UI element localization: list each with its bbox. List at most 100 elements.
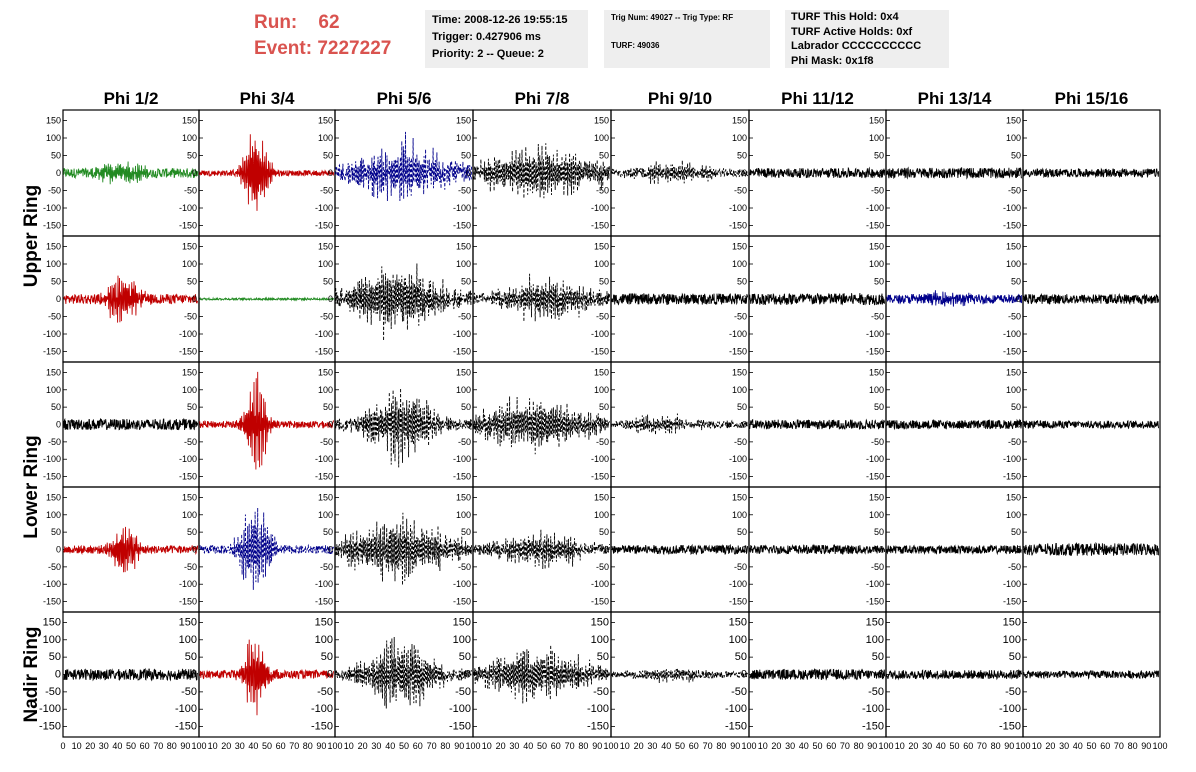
x-tick-label: 30 (99, 741, 109, 751)
y-tick-label: -50 (871, 186, 884, 196)
y-tick-label: 150 (182, 116, 197, 126)
y-tick-label: 0 (742, 294, 747, 304)
waveform-trace (886, 544, 1022, 556)
y-tick-label: -50 (871, 437, 884, 447)
y-tick-label: 100 (46, 510, 61, 520)
y-tick-label: 150 (318, 367, 333, 377)
event-value: 7227227 (317, 38, 392, 59)
y-tick-label: 100 (456, 385, 471, 395)
y-tick-label: 0 (603, 669, 609, 681)
y-tick-label: 150 (869, 367, 884, 377)
y-tick-label: 0 (742, 168, 747, 178)
run-label: Run: (254, 12, 298, 33)
waveform-trace (199, 371, 335, 470)
x-tick-label: 20 (85, 741, 95, 751)
waveform-panel: -150 -100 -50 0 50 100 150 (175, 611, 336, 738)
y-tick-label: -150 (449, 721, 471, 733)
y-tick-label: -50 (184, 437, 197, 447)
x-tick-label: 80 (1128, 741, 1138, 751)
waveform-trace (473, 644, 611, 704)
y-tick-label: -150 (729, 597, 747, 607)
y-tick-label: 100 (182, 510, 197, 520)
waveform-panel: -150 -100 -50 0 50 100 150 (866, 109, 1024, 237)
waveform-panel: -150 -100 -50 0 50 100 150 (315, 109, 474, 237)
y-tick-label: 0 (56, 420, 61, 430)
event-row: Event: 7227227 (254, 36, 391, 62)
waveform-trace (886, 166, 1023, 180)
waveform-panel: -150 -100 -50 0 50 100 150 (453, 235, 612, 363)
waveform-panel: -150 -100 -50 0 50 100 150 (315, 235, 474, 363)
y-tick-label: -100 (866, 454, 884, 464)
waveform-panel: -150 -100 -50 0 50 100 150 (449, 611, 612, 738)
x-tick-label: 80 (578, 741, 588, 751)
y-tick-label: -100 (862, 703, 884, 715)
y-tick-label: -150 (311, 721, 333, 733)
x-tick-label: 40 (799, 741, 809, 751)
x-tick-label: 60 (413, 741, 423, 751)
waveform-panel: -150 -100 -50 0 50 100 150 (1003, 109, 1161, 237)
x-tick-label: 80 (303, 741, 313, 751)
y-tick-label: 150 (591, 616, 609, 628)
y-tick-label: -100 (315, 329, 333, 339)
x-tick-label: 50 (262, 741, 272, 751)
y-tick-label: 0 (327, 669, 333, 681)
x-tick-label: 50 (675, 741, 685, 751)
x-tick-label: 50 (399, 741, 409, 751)
x-tick-label: 20 (634, 741, 644, 751)
y-tick-label: -100 (311, 703, 333, 715)
y-tick-label: 100 (594, 259, 609, 269)
x-tick-label: 70 (565, 741, 575, 751)
waveform-panel: -150 -100 -50 0 50 100 150 (39, 611, 200, 738)
y-tick-label: 50 (737, 527, 747, 537)
y-tick-label: -150 (862, 721, 884, 733)
x-tick-label: 90 (1141, 741, 1151, 751)
x-tick-label: 30 (371, 741, 381, 751)
y-tick-label: 0 (328, 294, 333, 304)
y-tick-label: 50 (874, 277, 884, 287)
y-tick-label: -50 (181, 686, 197, 698)
y-tick-label: 150 (318, 492, 333, 502)
y-tick-label: 150 (46, 367, 61, 377)
y-tick-label: 50 (461, 277, 471, 287)
y-tick-label: -100 (1003, 454, 1021, 464)
y-tick-label: 100 (729, 634, 747, 646)
waveform-trace (473, 396, 611, 455)
y-tick-label: -100 (453, 329, 471, 339)
x-tick-label: 10 (482, 741, 492, 751)
y-tick-label: -100 (179, 203, 197, 213)
x-tick-label: 70 (427, 741, 437, 751)
y-tick-label: -100 (179, 329, 197, 339)
waveform-trace (335, 636, 472, 709)
y-tick-label: 150 (318, 242, 333, 252)
y-tick-label: 50 (323, 402, 333, 412)
waveform-trace (1023, 541, 1160, 557)
y-tick-label: -150 (729, 472, 747, 482)
x-tick-label: 20 (908, 741, 918, 751)
x-tick-label: 70 (977, 741, 987, 751)
y-tick-label: -50 (871, 562, 884, 572)
x-tick-label: 40 (661, 741, 671, 751)
waveform-panel: -150 -100 -50 0 50 100 150 (591, 235, 750, 363)
y-tick-label: 150 (594, 367, 609, 377)
y-tick-label: 50 (872, 651, 884, 663)
x-tick-label: 60 (551, 741, 561, 751)
event-label: Event: (254, 38, 313, 59)
y-tick-label: 0 (465, 669, 471, 681)
waveform-trace (749, 166, 886, 179)
waveform-trace (473, 273, 611, 322)
trigger-line: Trigger: 0.427906 ms (432, 31, 541, 43)
waveform-panel: -150 -100 -50 0 50 100 150 (43, 109, 200, 237)
y-tick-label: 50 (597, 651, 609, 663)
y-tick-label: 100 (1006, 385, 1021, 395)
y-tick-label: 150 (456, 492, 471, 502)
y-tick-label: 0 (742, 545, 747, 555)
waveform-trace (1023, 419, 1160, 430)
waveform-panel: -150 -100 -50 0 50 100 150 (1003, 235, 1161, 363)
waveform-trace (335, 512, 473, 586)
y-tick-label: -50 (1008, 186, 1021, 196)
y-tick-label: -150 (1003, 221, 1021, 231)
y-tick-label: -100 (43, 579, 61, 589)
y-tick-label: 100 (318, 259, 333, 269)
y-tick-label: -50 (320, 186, 333, 196)
ring-label: Lower Ring (21, 435, 42, 538)
